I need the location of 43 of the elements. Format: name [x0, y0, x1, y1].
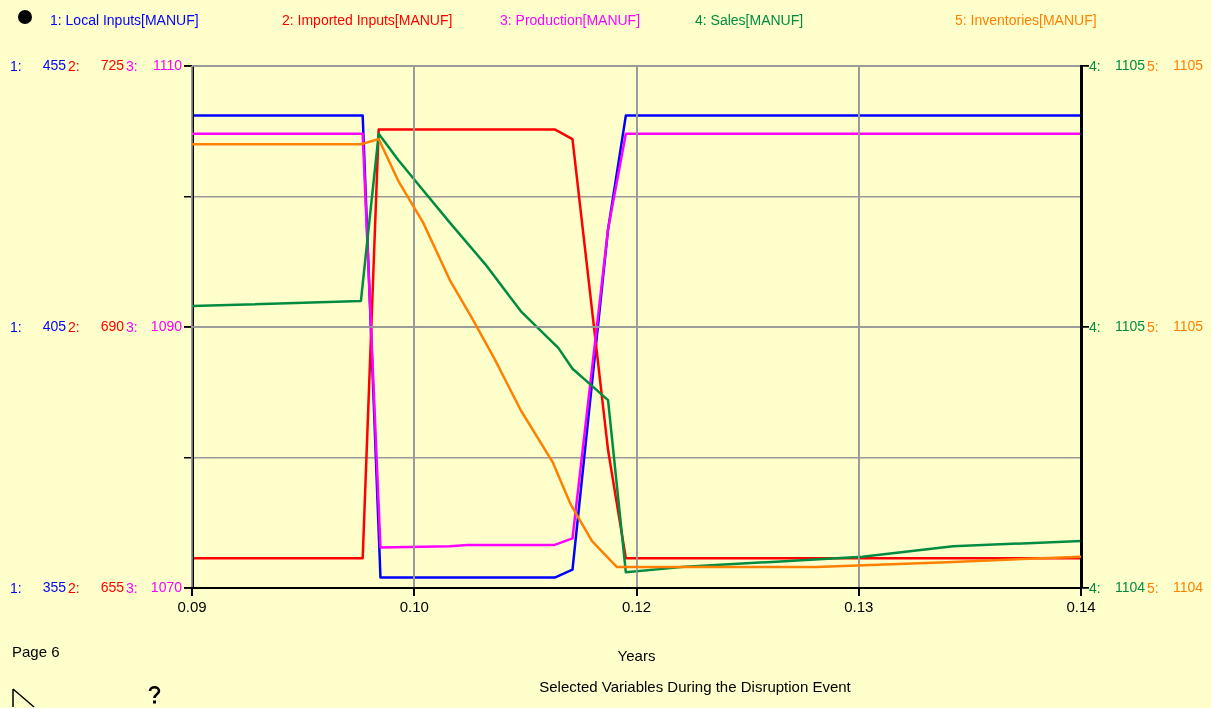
text: 2:	[68, 58, 80, 74]
x-tick-label: 0.10	[399, 598, 429, 616]
text: 5:	[1147, 58, 1159, 74]
y-tick-label: 655	[100, 578, 125, 595]
text: 2: Imported Inputs[MANUF]	[282, 12, 453, 28]
text: 1:	[10, 580, 22, 596]
x-tick-label: 0.09	[177, 598, 207, 616]
text: 1: Local Inputs[MANUF]	[50, 12, 199, 28]
y-tick-label: 455	[42, 56, 67, 73]
text: 4:	[1089, 580, 1101, 596]
y-tick-label: 355	[42, 578, 67, 595]
text: 5:	[1147, 319, 1159, 335]
x-axis-title: Years	[617, 647, 656, 665]
y-tick-label: 1104	[1172, 578, 1204, 595]
y-tick-label: 725	[100, 56, 125, 73]
text: 3:	[126, 319, 138, 335]
x-tick-label: 0.12	[621, 598, 652, 616]
text: 4:	[1089, 319, 1101, 335]
y-tick-label: 1105	[1114, 317, 1146, 334]
x-tick-label: 0.13	[844, 598, 874, 616]
text: 2:	[68, 580, 80, 596]
text: 4: Sales[MANUF]	[695, 12, 804, 28]
text: 5: Inventories[MANUF]	[955, 12, 1097, 28]
y-tick-label: 1090	[150, 317, 183, 334]
text: 3:	[126, 58, 138, 74]
text: 5:	[1147, 580, 1159, 596]
text: Page 6	[12, 643, 60, 660]
text: 2:	[68, 319, 80, 335]
y-tick-label: 1104	[1114, 578, 1146, 595]
text: 1:	[10, 58, 22, 74]
y-tick-label: 1105	[1172, 317, 1204, 334]
y-tick-label: 1105	[1172, 56, 1204, 73]
text: 4:	[1089, 58, 1101, 74]
text: 3:	[126, 580, 138, 596]
y-tick-label: 405	[42, 317, 67, 334]
text: 3: Production[MANUF]	[500, 12, 641, 28]
text: 1:	[10, 319, 22, 335]
y-tick-label: 1105	[1114, 56, 1146, 73]
x-tick-label: 0.14	[1066, 598, 1096, 616]
text: Selected Variables During the Disruption Event	[538, 678, 852, 695]
y-tick-label: 690	[100, 317, 125, 334]
y-tick-label: 1070	[150, 578, 183, 595]
y-tick-label: 1110	[152, 56, 183, 73]
